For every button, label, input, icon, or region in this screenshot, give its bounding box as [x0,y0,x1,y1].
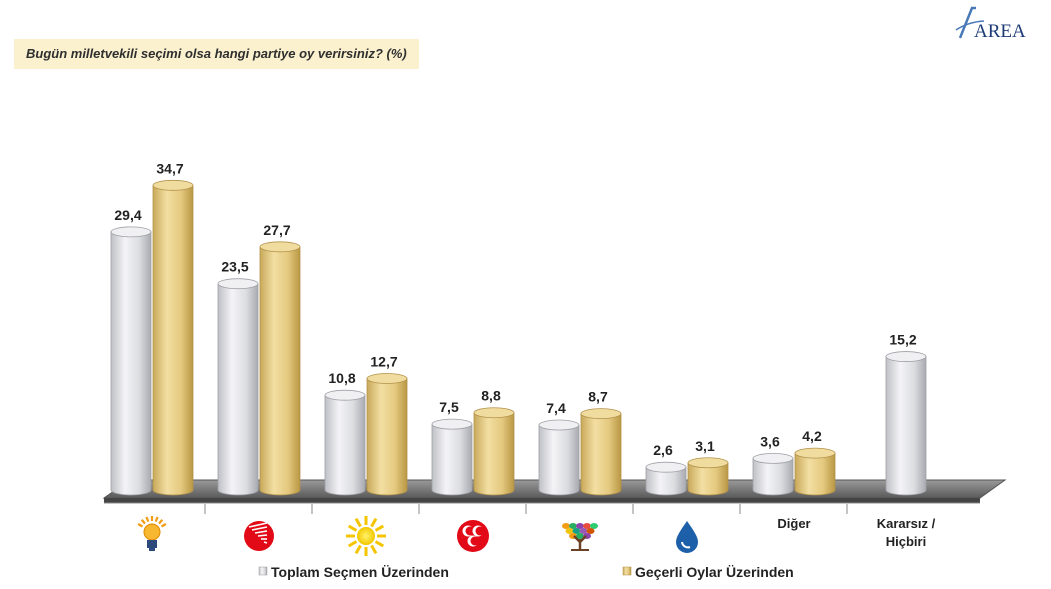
bar-body [217,283,259,496]
bar-total-1: 23,5 [217,259,259,496]
bar-cap [794,447,836,459]
bar-body [687,462,729,496]
data-label: 3,6 [760,433,780,449]
bar-body [152,184,194,496]
bar-cap [259,241,301,253]
data-label: 27,7 [263,222,290,238]
bar-valid-3: 8,8 [473,388,515,496]
bar-body [366,378,408,496]
bar-valid-5: 3,1 [687,438,729,496]
bar-cap [217,278,259,290]
bar-cap [110,226,152,238]
question-text: Bugün milletvekili seçimi olsa hangi par… [26,46,407,61]
bar-cap [473,407,515,419]
bar-body [473,412,515,496]
area-logo: AREA [955,6,1026,42]
bar-valid-2: 12,7 [366,353,408,496]
bar-total-5: 2,6 [645,442,687,496]
legend-label-total: Toplam Seçmen Üzerinden [271,564,449,580]
data-label: 7,4 [546,400,566,416]
bar-total-7: 15,2 [885,332,927,496]
bar-body [259,246,301,496]
bar-body [794,452,836,496]
category-0 [137,516,167,551]
bar-body [431,423,473,496]
bar-body [885,356,927,496]
category-label: Kararsız / [877,516,936,531]
bar-valid-6: 4,2 [794,428,836,496]
category-4 [562,523,598,551]
legend: Toplam Seçmen Üzerinden Geçerli Oylar Üz… [258,564,794,580]
legend-swatch-total [258,566,268,576]
bar-cap [324,389,366,401]
bar-cap [645,461,687,473]
category-7: Kararsız / Hiçbiri [877,516,936,549]
lightbulb-icon [137,516,167,551]
bar-valid-1: 27,7 [259,222,301,496]
bars-layer: 29,4 34,7 23,5 27,7 10,8 12,7 7,5 8,8 7,4 8,7 2,6 3… [110,160,927,496]
question-banner: Bugün milletvekili seçimi olsa hangi par… [14,39,419,69]
bar-cap [538,419,580,431]
bar-body [645,466,687,496]
category-5 [676,521,698,553]
data-label: 8,7 [588,389,608,405]
category-label: Hiçbiri [886,534,926,549]
data-label: 15,2 [889,332,916,348]
bar-cap [152,179,194,191]
category-6: Diğer [777,516,810,531]
bar-cap [885,351,927,362]
bar-body [324,394,366,496]
bar-total-0: 29,4 [110,207,152,496]
tree-icon [562,523,598,551]
data-label: 4,2 [802,428,822,444]
bar-body [580,413,622,496]
bar-cap [580,408,622,420]
data-label: 7,5 [439,399,459,415]
bar-cap [687,457,729,469]
category-label: Diğer [777,516,810,531]
bar-total-4: 7,4 [538,400,580,496]
bar-valid-4: 8,7 [580,389,622,496]
bar-body [752,457,794,496]
six-arrows-icon [244,521,274,551]
data-label: 8,8 [481,388,501,404]
legend-label-valid: Geçerli Oylar Üzerinden [635,564,794,580]
bar-total-6: 3,6 [752,433,794,496]
category-axis: Diğer Kararsız / Hiçbiri [137,504,936,556]
bar-cap [366,373,408,384]
bar-total-3: 7,5 [431,399,473,496]
sun-icon [346,516,386,556]
bar-cap [752,452,794,464]
bar-cap [431,418,473,430]
category-1 [244,521,274,551]
bar-total-2: 10,8 [324,370,366,496]
category-3 [457,520,489,552]
legend-swatch-valid [622,566,632,576]
data-label: 29,4 [114,207,141,223]
data-label: 12,7 [370,353,397,369]
data-label: 10,8 [328,370,355,386]
data-label: 23,5 [221,259,248,275]
three-crescents-icon [457,520,489,552]
category-2 [346,516,386,556]
data-label: 3,1 [695,438,715,454]
bar-valid-0: 34,7 [152,160,194,496]
data-label: 2,6 [653,442,673,458]
data-label: 34,7 [156,160,183,176]
bar-body [538,424,580,496]
water-drop-icon [676,521,698,553]
logo-text: AREA [974,21,1026,42]
bar-body [110,231,152,496]
